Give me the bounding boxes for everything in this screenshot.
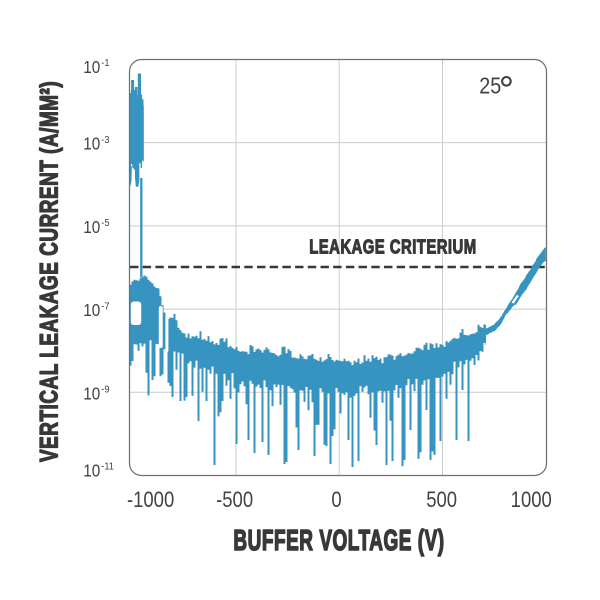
svg-text:10: 10 bbox=[83, 384, 100, 403]
svg-text:-7: -7 bbox=[101, 301, 109, 313]
svg-text:-5: -5 bbox=[101, 218, 110, 230]
svg-text:10: 10 bbox=[83, 135, 100, 154]
svg-text:BUFFER VOLTAGE (V): BUFFER VOLTAGE (V) bbox=[233, 525, 444, 557]
svg-text:-9: -9 bbox=[101, 384, 110, 396]
svg-text:10: 10 bbox=[83, 218, 100, 237]
svg-text:10: 10 bbox=[83, 58, 100, 77]
svg-text:-1: -1 bbox=[101, 58, 110, 70]
svg-text:10: 10 bbox=[83, 301, 100, 320]
svg-text:500: 500 bbox=[426, 489, 457, 513]
svg-text:-1000: -1000 bbox=[127, 489, 174, 513]
svg-text:VERTICAL LEAKAGE CURRENT (A/MM: VERTICAL LEAKAGE CURRENT (A/MM²) bbox=[35, 81, 63, 462]
svg-text:10: 10 bbox=[83, 462, 100, 481]
svg-text:-11: -11 bbox=[101, 461, 114, 473]
svg-text:-3: -3 bbox=[101, 134, 110, 146]
svg-text:LEAKAGE CRITERIUM: LEAKAGE CRITERIUM bbox=[309, 235, 476, 258]
svg-text:1000: 1000 bbox=[511, 489, 552, 513]
svg-text:25: 25 bbox=[479, 72, 501, 99]
svg-text:0: 0 bbox=[331, 489, 341, 513]
svg-text:-500: -500 bbox=[216, 489, 253, 513]
